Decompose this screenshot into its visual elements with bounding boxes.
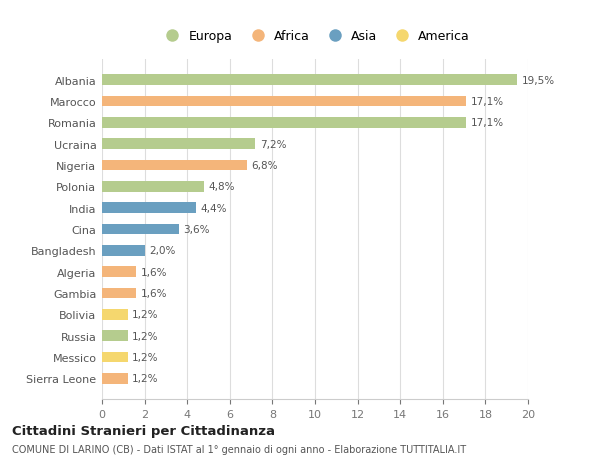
Text: 3,6%: 3,6%	[183, 224, 209, 235]
Text: 17,1%: 17,1%	[470, 97, 503, 106]
Legend: Europa, Africa, Asia, America: Europa, Africa, Asia, America	[155, 25, 475, 48]
Text: 4,4%: 4,4%	[200, 203, 226, 213]
Text: COMUNE DI LARINO (CB) - Dati ISTAT al 1° gennaio di ogni anno - Elaborazione TUT: COMUNE DI LARINO (CB) - Dati ISTAT al 1°…	[12, 444, 466, 454]
Text: 1,2%: 1,2%	[132, 331, 158, 341]
Bar	[102, 246, 145, 256]
Bar	[102, 224, 179, 235]
Text: 1,2%: 1,2%	[132, 374, 158, 384]
Text: 2,0%: 2,0%	[149, 246, 175, 256]
Bar	[102, 160, 247, 171]
Bar	[102, 352, 128, 363]
Bar	[102, 288, 136, 299]
Text: 1,6%: 1,6%	[140, 288, 167, 298]
Text: 1,2%: 1,2%	[132, 310, 158, 319]
Bar	[102, 373, 128, 384]
Bar	[102, 96, 466, 107]
Text: 17,1%: 17,1%	[470, 118, 503, 128]
Text: 4,8%: 4,8%	[209, 182, 235, 192]
Bar	[102, 330, 128, 341]
Text: 1,6%: 1,6%	[140, 267, 167, 277]
Text: 6,8%: 6,8%	[251, 161, 278, 171]
Bar	[102, 139, 256, 150]
Bar	[102, 203, 196, 213]
Text: 1,2%: 1,2%	[132, 353, 158, 362]
Bar	[102, 182, 204, 192]
Text: 7,2%: 7,2%	[260, 140, 286, 149]
Text: 19,5%: 19,5%	[521, 75, 555, 85]
Bar	[102, 118, 466, 129]
Bar	[102, 75, 517, 86]
Bar	[102, 267, 136, 277]
Bar	[102, 309, 128, 320]
Text: Cittadini Stranieri per Cittadinanza: Cittadini Stranieri per Cittadinanza	[12, 424, 275, 437]
